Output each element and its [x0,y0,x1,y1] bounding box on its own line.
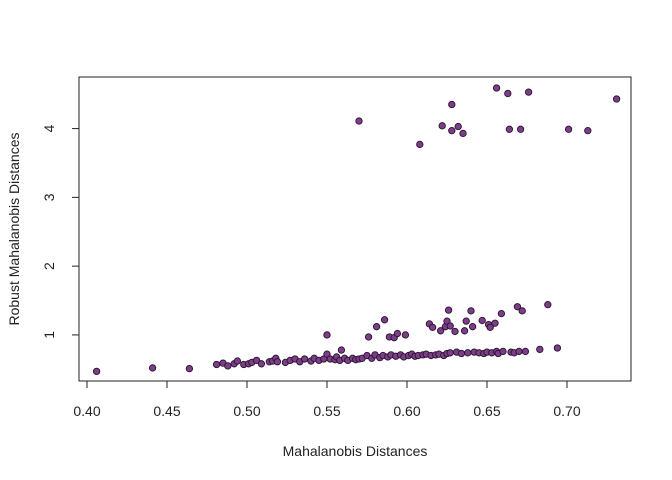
x-tick-label: 0.70 [553,403,580,419]
data-point [504,89,512,98]
data-point [478,316,486,325]
data-point [516,125,525,133]
data-point [380,316,389,324]
data-point [612,95,621,103]
y-tick-label: 3 [41,193,57,201]
data-point [524,88,533,96]
data-point [428,323,437,331]
x-tick-label: 0.60 [393,403,420,419]
data-point [521,347,530,356]
data-point [438,122,446,130]
data-point [513,303,522,311]
data-point [468,323,477,331]
x-axis-title: Mahalanobis Distances [283,443,428,459]
data-point [212,360,221,369]
x-tick-label: 0.65 [473,403,500,419]
data-point [446,322,454,330]
x-tick-label: 0.55 [313,403,340,419]
data-point [518,307,526,315]
data-point [486,323,494,331]
data-point [416,140,424,149]
data-point [544,301,552,309]
data-point [364,333,373,341]
data-point [300,355,309,363]
data-point [459,129,467,138]
x-tick-label: 0.40 [73,403,100,419]
data-point [448,100,456,109]
data-point [337,346,346,354]
data-point [505,125,514,133]
y-tick-label: 2 [41,262,57,270]
data-point [536,345,544,354]
data-point [462,317,470,325]
data-point [451,327,459,336]
data-point [446,349,454,357]
y-axis: 1 2 3 4 [41,124,80,339]
data-point [491,319,499,327]
data-point [584,126,592,135]
data-point [323,331,331,339]
data-point [355,117,363,125]
data-point [497,309,506,318]
data-point [148,364,157,372]
data-point [564,125,573,133]
data-point [92,367,101,376]
data-point [273,358,282,366]
data-point [515,347,523,356]
data-point [464,349,472,357]
y-tick-label: 4 [41,124,57,132]
y-tick-label: 1 [41,331,57,339]
x-axis: 0.40 0.45 0.50 0.55 0.60 0.65 0.70 [73,380,581,419]
data-point [224,362,232,370]
x-tick-label: 0.50 [233,403,260,419]
x-tick-label: 0.45 [153,403,180,419]
points-layer [92,84,621,376]
data-point [372,323,381,331]
data-point [444,306,453,314]
data-point [252,356,261,365]
data-point [233,357,242,365]
data-point [448,126,456,135]
data-point [185,364,194,373]
data-point [393,329,402,338]
data-point [257,360,266,368]
data-point [401,331,410,339]
data-point [492,84,501,92]
data-point [457,349,466,358]
data-point [499,347,507,356]
data-point [553,344,562,352]
data-point [454,122,462,131]
data-point [460,327,469,335]
data-point [436,327,445,335]
y-axis-title: Robust Mahalanobis Distances [6,133,22,326]
data-point [467,307,475,315]
